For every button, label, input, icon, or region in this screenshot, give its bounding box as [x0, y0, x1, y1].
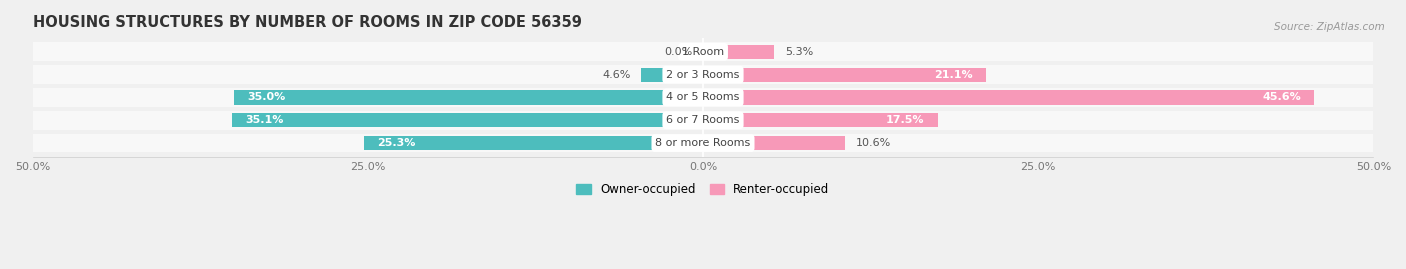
Text: 35.0%: 35.0% — [247, 93, 285, 102]
Bar — [32, 88, 1374, 107]
Text: 35.1%: 35.1% — [246, 115, 284, 125]
Text: Source: ZipAtlas.com: Source: ZipAtlas.com — [1274, 22, 1385, 31]
Bar — [703, 90, 1315, 105]
Bar — [232, 113, 703, 127]
Text: 2 or 3 Rooms: 2 or 3 Rooms — [666, 70, 740, 80]
Bar — [32, 43, 1374, 61]
Text: 0.0%: 0.0% — [664, 47, 692, 57]
Text: 6 or 7 Rooms: 6 or 7 Rooms — [666, 115, 740, 125]
Text: 5.3%: 5.3% — [785, 47, 813, 57]
Text: 4.6%: 4.6% — [602, 70, 631, 80]
Text: 17.5%: 17.5% — [886, 115, 924, 125]
Bar — [703, 113, 938, 127]
Bar — [641, 68, 703, 82]
Text: 1 Room: 1 Room — [682, 47, 724, 57]
Bar — [703, 68, 986, 82]
Bar — [233, 90, 703, 105]
Bar — [703, 136, 845, 150]
Bar — [703, 45, 775, 59]
Text: 25.3%: 25.3% — [377, 138, 416, 148]
Bar — [32, 65, 1374, 84]
Text: 10.6%: 10.6% — [856, 138, 891, 148]
Text: 8 or more Rooms: 8 or more Rooms — [655, 138, 751, 148]
Legend: Owner-occupied, Renter-occupied: Owner-occupied, Renter-occupied — [572, 178, 834, 201]
Bar — [32, 111, 1374, 130]
Text: 21.1%: 21.1% — [934, 70, 973, 80]
Bar — [364, 136, 703, 150]
Bar — [32, 134, 1374, 153]
Text: HOUSING STRUCTURES BY NUMBER OF ROOMS IN ZIP CODE 56359: HOUSING STRUCTURES BY NUMBER OF ROOMS IN… — [32, 15, 582, 30]
Text: 45.6%: 45.6% — [1263, 93, 1301, 102]
Text: 4 or 5 Rooms: 4 or 5 Rooms — [666, 93, 740, 102]
